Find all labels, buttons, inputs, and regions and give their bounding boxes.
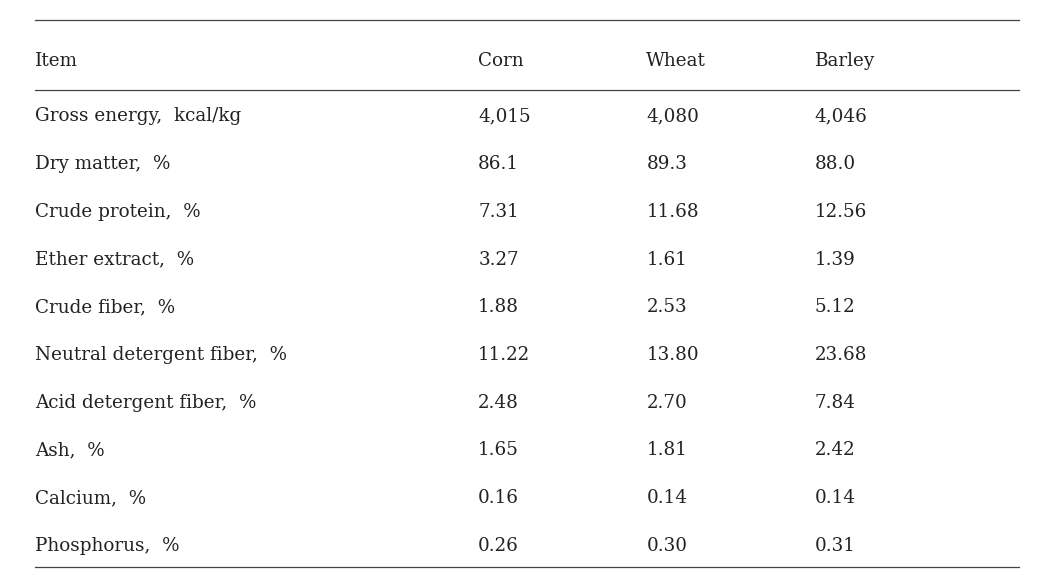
Text: 23.68: 23.68 [815,346,867,364]
Text: Barley: Barley [815,52,874,70]
Text: 11.68: 11.68 [646,203,699,221]
Text: Gross energy,  kcal/kg: Gross energy, kcal/kg [35,108,241,125]
Text: Ether extract,  %: Ether extract, % [35,251,193,268]
Text: 7.84: 7.84 [815,394,856,411]
Text: 0.31: 0.31 [815,537,856,555]
Text: 4,080: 4,080 [646,108,699,125]
Text: 5.12: 5.12 [815,299,856,316]
Text: 0.30: 0.30 [646,537,687,555]
Text: 0.16: 0.16 [478,489,519,507]
Text: 86.1: 86.1 [478,155,519,173]
Text: 2.48: 2.48 [478,394,519,411]
Text: 1.61: 1.61 [646,251,687,268]
Text: 89.3: 89.3 [646,155,687,173]
Text: 13.80: 13.80 [646,346,699,364]
Text: 7.31: 7.31 [478,203,519,221]
Text: Acid detergent fiber,  %: Acid detergent fiber, % [35,394,256,411]
Text: 3.27: 3.27 [478,251,519,268]
Text: 1.81: 1.81 [646,442,687,459]
Text: Crude fiber,  %: Crude fiber, % [35,299,174,316]
Text: Ash,  %: Ash, % [35,442,104,459]
Text: 4,046: 4,046 [815,108,867,125]
Text: Crude protein,  %: Crude protein, % [35,203,201,221]
Text: 0.14: 0.14 [646,489,687,507]
Text: Phosphorus,  %: Phosphorus, % [35,537,179,555]
Text: 2.53: 2.53 [646,299,687,316]
Text: 2.70: 2.70 [646,394,687,411]
Text: Corn: Corn [478,52,523,70]
Text: Wheat: Wheat [646,52,706,70]
Text: 2.42: 2.42 [815,442,856,459]
Text: 0.26: 0.26 [478,537,519,555]
Text: 1.39: 1.39 [815,251,856,268]
Text: 12.56: 12.56 [815,203,867,221]
Text: 11.22: 11.22 [478,346,531,364]
Text: 4,015: 4,015 [478,108,531,125]
Text: 88.0: 88.0 [815,155,856,173]
Text: Neutral detergent fiber,  %: Neutral detergent fiber, % [35,346,287,364]
Text: 0.14: 0.14 [815,489,856,507]
Text: Item: Item [35,52,78,70]
Text: Dry matter,  %: Dry matter, % [35,155,170,173]
Text: Calcium,  %: Calcium, % [35,489,146,507]
Text: 1.88: 1.88 [478,299,519,316]
Text: 1.65: 1.65 [478,442,519,459]
